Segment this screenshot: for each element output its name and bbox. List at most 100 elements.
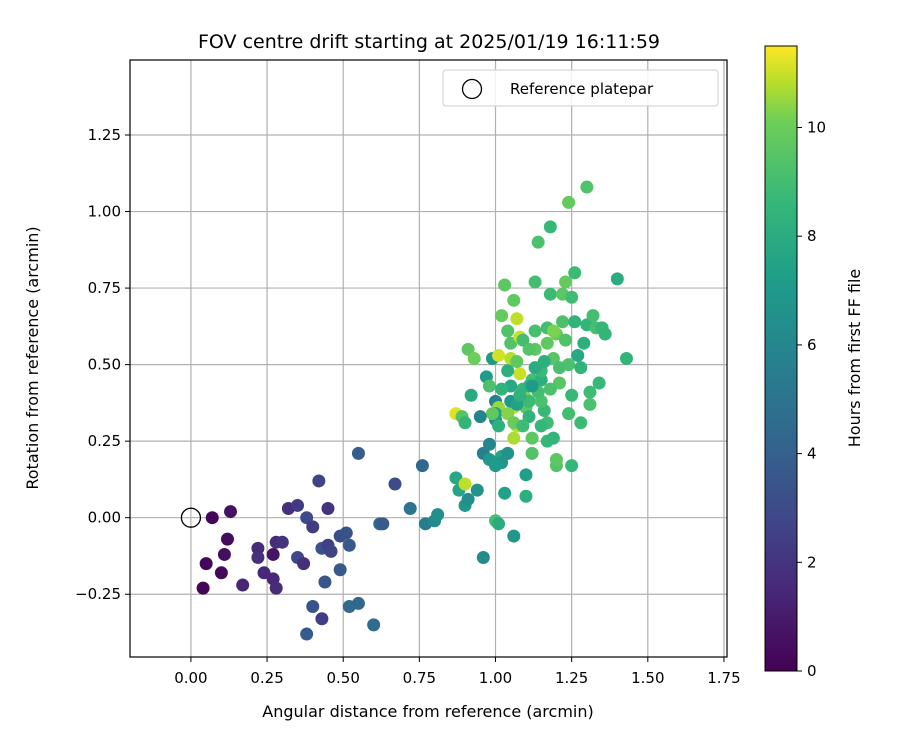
data-point <box>342 538 356 552</box>
data-point <box>519 489 533 503</box>
data-point <box>513 367 527 381</box>
data-point <box>501 364 515 378</box>
data-point <box>498 486 512 500</box>
data-point <box>583 385 597 399</box>
data-point <box>528 275 542 289</box>
data-point <box>519 468 533 482</box>
data-point <box>367 618 381 632</box>
y-tick-label: 0.75 <box>88 279 121 297</box>
colorbar-tick-label: 10 <box>807 119 826 137</box>
data-point <box>501 407 515 421</box>
data-point <box>540 336 554 350</box>
data-point <box>495 382 509 396</box>
colorbar-gradient <box>764 45 798 672</box>
data-point <box>510 355 524 369</box>
data-point <box>297 557 311 571</box>
y-tick-label: 0.25 <box>88 432 121 450</box>
data-point <box>464 388 478 402</box>
legend: Reference platepar <box>442 69 719 107</box>
legend-label: Reference platepar <box>510 80 654 98</box>
data-point <box>473 410 487 424</box>
y-tick-label: 1.00 <box>88 203 121 221</box>
colorbar: 0 2 4 6 8 10 Hours from first FF file <box>764 45 864 680</box>
data-point <box>525 379 539 393</box>
x-tick-label: 0.00 <box>174 669 207 687</box>
data-point <box>205 511 219 525</box>
data-point <box>458 416 472 430</box>
colorbar-tick-label: 0 <box>807 662 817 680</box>
data-point <box>275 535 289 549</box>
data-point <box>559 275 573 289</box>
data-point <box>522 394 536 408</box>
data-point <box>291 498 305 512</box>
y-axis-ticks: −0.25 0.00 0.25 0.50 0.75 1.00 1.25 <box>75 126 130 603</box>
data-point <box>525 431 539 445</box>
x-tick-label: 1.75 <box>707 669 740 687</box>
data-point <box>513 388 527 402</box>
x-axis-label: Angular distance from reference (arcmin) <box>262 702 593 721</box>
data-point <box>507 529 521 543</box>
data-point <box>592 376 606 390</box>
data-point <box>534 419 548 433</box>
data-points <box>196 180 633 641</box>
data-point <box>546 324 560 338</box>
data-point <box>324 544 338 558</box>
legend-marker-icon <box>461 78 483 100</box>
data-point <box>312 474 326 488</box>
data-point <box>458 477 472 491</box>
data-point <box>552 361 566 375</box>
data-point <box>562 407 576 421</box>
legend-box <box>442 69 719 107</box>
y-tick-label: 0.50 <box>88 356 121 374</box>
data-point <box>196 581 210 595</box>
data-point <box>300 627 314 641</box>
data-point <box>571 348 585 362</box>
data-point <box>461 492 475 506</box>
data-point <box>531 235 545 249</box>
data-point <box>333 563 347 577</box>
x-tick-label: 0.75 <box>403 669 436 687</box>
data-point <box>306 520 320 534</box>
data-point <box>403 502 417 516</box>
data-point <box>236 578 250 592</box>
data-point <box>224 505 238 519</box>
data-point <box>577 336 591 350</box>
data-point <box>214 566 228 580</box>
data-point <box>318 575 332 589</box>
data-point <box>251 541 265 555</box>
x-tick-label: 1.25 <box>555 669 588 687</box>
data-point <box>199 557 213 571</box>
x-tick-label: 0.50 <box>327 669 360 687</box>
data-point <box>528 324 542 338</box>
data-point <box>489 459 503 473</box>
data-point <box>482 437 496 451</box>
data-point <box>543 287 557 301</box>
x-tick-label: 1.00 <box>479 669 512 687</box>
data-point <box>507 431 521 445</box>
data-point <box>220 532 234 546</box>
colorbar-tick-label: 4 <box>807 445 817 463</box>
data-point <box>522 342 536 356</box>
data-point <box>619 352 633 365</box>
data-point <box>501 446 515 460</box>
plot-frame <box>129 59 728 658</box>
data-point <box>495 309 509 323</box>
data-point <box>574 361 588 375</box>
data-point <box>306 599 320 613</box>
data-point <box>565 459 579 473</box>
data-point <box>586 309 600 323</box>
y-tick-label: 0.00 <box>88 509 121 527</box>
data-point <box>565 388 579 402</box>
data-point <box>598 327 612 341</box>
data-point <box>339 526 353 540</box>
data-point <box>266 547 280 561</box>
data-point <box>504 336 518 350</box>
data-point <box>525 446 539 460</box>
data-point <box>315 612 329 626</box>
data-point <box>546 431 560 445</box>
data-point <box>562 195 576 209</box>
data-point <box>461 342 475 356</box>
data-point <box>492 348 506 362</box>
data-point <box>537 355 551 369</box>
x-tick-label: 1.50 <box>631 669 664 687</box>
